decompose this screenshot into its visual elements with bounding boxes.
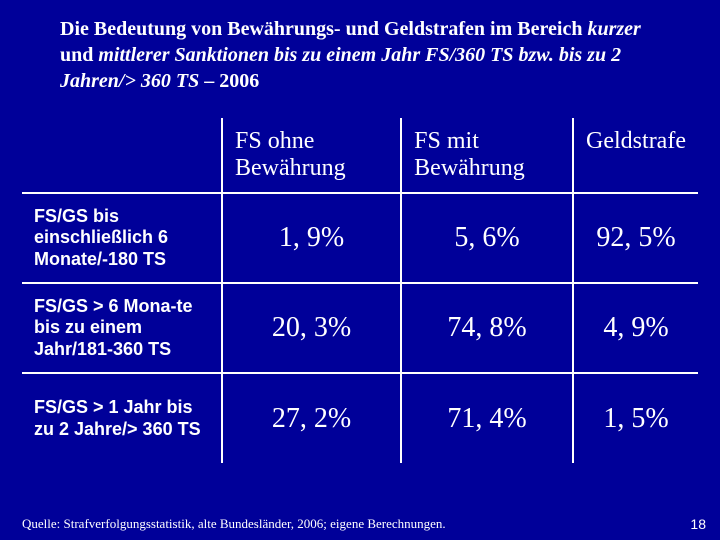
- title-part-2: und: [60, 44, 98, 66]
- title-part-3: – 2006: [199, 70, 259, 92]
- cell-value: 74, 8%: [401, 283, 573, 373]
- header-blank: [22, 118, 222, 193]
- cell-value: 1, 9%: [222, 193, 401, 283]
- cell-value: 5, 6%: [401, 193, 573, 283]
- header-col-3: Geldstrafe: [573, 118, 698, 193]
- table-row: FS/GS bis einschließlich 6 Monate/-180 T…: [22, 193, 698, 283]
- header-col-2: FS mit Bewährung: [401, 118, 573, 193]
- source-note: Quelle: Strafverfolgungsstatistik, alte …: [22, 516, 446, 532]
- title-italic-2: mittlerer Sanktionen bis zu einem Jahr F…: [60, 44, 621, 92]
- page-number: 18: [690, 516, 706, 532]
- cell-value: 20, 3%: [222, 283, 401, 373]
- cell-value: 71, 4%: [401, 373, 573, 463]
- title-italic-1: kurzer: [587, 18, 640, 40]
- table-row: FS/GS > 6 Mona-te bis zu einem Jahr/181-…: [22, 283, 698, 373]
- cell-value: 4, 9%: [573, 283, 698, 373]
- slide-title: Die Bedeutung von Bewährungs- und Geldst…: [0, 0, 720, 118]
- table-container: FS ohne Bewährung FS mit Bewährung Gelds…: [0, 118, 720, 463]
- cell-value: 1, 5%: [573, 373, 698, 463]
- table-row: FS/GS > 1 Jahr bis zu 2 Jahre/> 360 TS 2…: [22, 373, 698, 463]
- header-col-1: FS ohne Bewährung: [222, 118, 401, 193]
- cell-value: 27, 2%: [222, 373, 401, 463]
- row-label: FS/GS bis einschließlich 6 Monate/-180 T…: [22, 193, 222, 283]
- title-part-1: Die Bedeutung von Bewährungs- und Geldst…: [60, 18, 587, 40]
- row-label: FS/GS > 6 Mona-te bis zu einem Jahr/181-…: [22, 283, 222, 373]
- row-label: FS/GS > 1 Jahr bis zu 2 Jahre/> 360 TS: [22, 373, 222, 463]
- cell-value: 92, 5%: [573, 193, 698, 283]
- data-table: FS ohne Bewährung FS mit Bewährung Gelds…: [22, 118, 698, 463]
